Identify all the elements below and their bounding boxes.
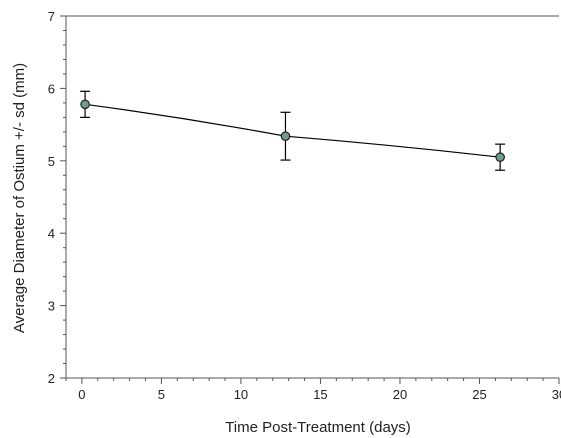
y-tick-label: 6 bbox=[48, 81, 55, 96]
data-point bbox=[280, 131, 291, 141]
data-point bbox=[80, 99, 90, 110]
y-tick-label: 4 bbox=[48, 226, 55, 241]
x-tick-label: 5 bbox=[158, 387, 165, 402]
y-tick-label: 5 bbox=[48, 154, 55, 169]
y-tick-label: 2 bbox=[48, 371, 55, 386]
series-layer bbox=[80, 90, 506, 171]
y-tick-label: 3 bbox=[48, 299, 55, 314]
x-tick-label: 0 bbox=[78, 387, 85, 402]
x-tick-label: 30 bbox=[552, 387, 561, 402]
y-axis-title: Average Diameter of Ostium +/- sd (mm) bbox=[11, 63, 28, 333]
x-tick-label: 10 bbox=[234, 387, 248, 402]
ticks: 0 5 10 15 20 25 30 2 3 4 5 6 7 bbox=[48, 9, 561, 402]
axes bbox=[65, 15, 559, 379]
series-line bbox=[85, 103, 501, 158]
x-tick-label: 15 bbox=[313, 387, 327, 402]
data-point bbox=[495, 152, 505, 162]
y-tick-label: 7 bbox=[48, 9, 55, 24]
x-tick-label: 20 bbox=[393, 387, 407, 402]
x-tick-label: 25 bbox=[472, 387, 486, 402]
x-axis-title: Time Post-Treatment (days) bbox=[225, 419, 411, 436]
